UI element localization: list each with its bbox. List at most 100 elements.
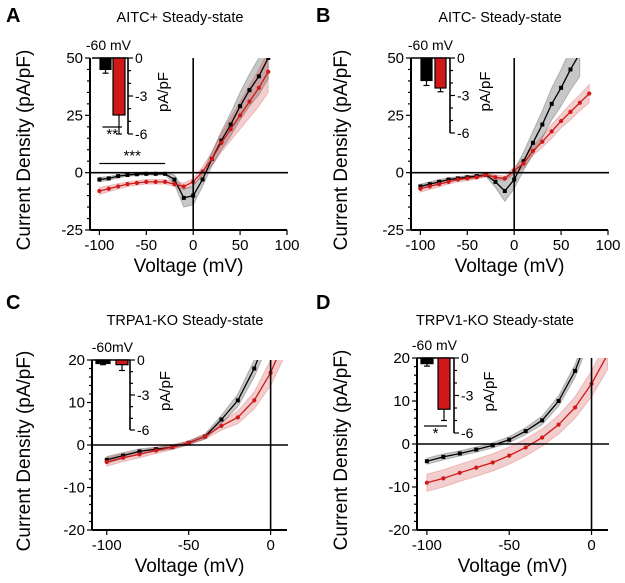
y-tick-label: 20 bbox=[68, 352, 85, 369]
inset-y-tick-label: -6 bbox=[457, 125, 470, 141]
inset-y-axis-label: pA/pF bbox=[481, 371, 498, 411]
plot-area bbox=[424, 326, 608, 492]
inset-title: -60 mV bbox=[412, 337, 458, 353]
panel-a: A AITC+ Steady-state -25 0 25 50 -100 -50 0 50 100… bbox=[6, 5, 300, 277]
x-tick-label: -100 bbox=[405, 237, 435, 254]
data-point-black bbox=[490, 443, 495, 448]
y-tick-label: 50 bbox=[387, 50, 404, 67]
inset-title: -60mV bbox=[92, 339, 134, 355]
inset-bar-black bbox=[420, 57, 433, 82]
y-tick-label: 0 bbox=[75, 165, 83, 182]
data-point-black bbox=[549, 101, 554, 106]
data-point-red bbox=[256, 85, 261, 90]
x-tick-label: 0 bbox=[510, 237, 518, 254]
inset-y-tick-label: -3 bbox=[135, 88, 148, 104]
data-point-black bbox=[590, 326, 594, 330]
data-point-red bbox=[483, 172, 489, 178]
x-tick-label: 100 bbox=[274, 237, 299, 254]
data-point-black bbox=[144, 171, 149, 176]
y-tick-label: 20 bbox=[393, 350, 410, 367]
inset-bar-black bbox=[420, 357, 434, 365]
data-point-red bbox=[427, 184, 432, 189]
data-point-black bbox=[427, 182, 432, 187]
data-point-red bbox=[162, 179, 168, 184]
data-point-red bbox=[121, 455, 126, 460]
data-point-black bbox=[116, 174, 121, 179]
data-point-red bbox=[202, 434, 208, 439]
data-point-red bbox=[474, 175, 479, 180]
data-point-black bbox=[578, 51, 582, 55]
data-point-red bbox=[219, 423, 224, 428]
data-point-black bbox=[266, 58, 271, 60]
data-point-red bbox=[209, 156, 215, 162]
y-tick-label: 0 bbox=[77, 437, 85, 454]
data-point-black bbox=[418, 184, 423, 189]
y-tick-label: 50 bbox=[66, 50, 83, 67]
inset-bar-chart: 0 -3 -6 -60 mV pA/pF ** bbox=[86, 37, 172, 143]
data-point-black bbox=[540, 418, 545, 423]
data-point-black bbox=[493, 179, 498, 184]
plot-area bbox=[104, 360, 284, 467]
data-point-black bbox=[219, 417, 224, 422]
data-point-red bbox=[418, 186, 423, 191]
data-point-red bbox=[181, 184, 186, 189]
inset-y-tick-label: 0 bbox=[461, 350, 469, 366]
data-point-red bbox=[523, 445, 528, 450]
data-point-red bbox=[424, 480, 429, 485]
inset-bar-red bbox=[437, 357, 451, 410]
x-tick-label: -50 bbox=[178, 537, 200, 554]
data-point-black bbox=[104, 457, 109, 462]
data-point-red bbox=[144, 179, 149, 184]
data-point-red bbox=[97, 188, 102, 194]
inset-significance-marker: ** bbox=[106, 126, 118, 143]
x-tick-label: 0 bbox=[266, 537, 274, 554]
data-point-red bbox=[549, 129, 554, 134]
x-tick-label: 0 bbox=[189, 237, 197, 254]
data-point-red bbox=[228, 126, 233, 132]
x-axis-label: Voltage (mV) bbox=[458, 556, 568, 577]
data-point-black bbox=[457, 451, 462, 456]
x-tick-label: 50 bbox=[553, 237, 570, 254]
inset-bar-chart: 0 -3 -6 -60 mV pA/pF bbox=[408, 37, 494, 141]
sem-band-red bbox=[98, 58, 269, 196]
y-tick-label: 10 bbox=[393, 393, 410, 410]
data-point-red bbox=[235, 415, 240, 420]
x-tick-label: -100 bbox=[92, 537, 122, 554]
x-tick-label: 100 bbox=[595, 237, 620, 254]
series-line-red bbox=[426, 358, 607, 484]
data-point-red bbox=[446, 179, 451, 184]
y-axis-label: Current Density (pA/pF) bbox=[331, 50, 352, 251]
data-point-black bbox=[441, 454, 446, 459]
inset-bar-red bbox=[112, 57, 126, 116]
data-point-red bbox=[474, 465, 479, 470]
y-tick-label: -25 bbox=[61, 222, 83, 239]
inset-y-tick-label: -6 bbox=[137, 422, 150, 438]
data-point-black bbox=[559, 85, 564, 90]
data-point-red bbox=[437, 182, 442, 187]
chart-title: AITC+ Steady-state bbox=[117, 10, 244, 26]
data-point-red bbox=[237, 113, 243, 118]
inset-bar-chart: 0 -3 -6 -60mV pA/pF bbox=[92, 339, 174, 438]
inset-y-axis-label: pA/pF bbox=[477, 71, 494, 111]
panel-label: B bbox=[316, 5, 330, 27]
data-point-black bbox=[153, 171, 158, 176]
sem-band-red bbox=[419, 83, 590, 193]
data-point-red bbox=[106, 186, 111, 191]
inset-y-tick-label: 0 bbox=[457, 50, 465, 66]
data-point-red bbox=[153, 179, 158, 184]
data-point-black bbox=[228, 122, 233, 127]
data-point-red bbox=[266, 69, 271, 74]
inset-title: -60 mV bbox=[408, 37, 454, 53]
data-point-red bbox=[116, 184, 121, 189]
data-point-black bbox=[437, 179, 442, 184]
data-point-red bbox=[493, 175, 498, 180]
data-point-red bbox=[556, 422, 561, 427]
inset-y-tick-label: -3 bbox=[457, 88, 470, 104]
data-point-black bbox=[256, 74, 261, 79]
data-point-black bbox=[235, 398, 240, 403]
y-tick-label: -20 bbox=[388, 522, 410, 539]
significance-marker: *** bbox=[123, 147, 141, 164]
